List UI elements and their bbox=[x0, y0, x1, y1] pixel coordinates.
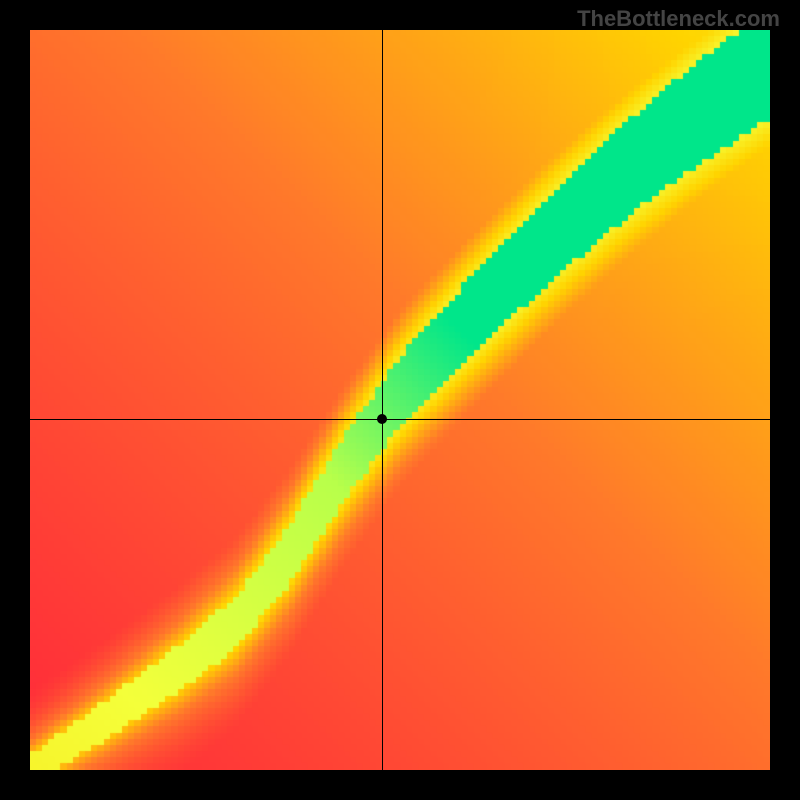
chart-container: TheBottleneck.com bbox=[0, 0, 800, 800]
crosshair-horizontal bbox=[30, 419, 770, 420]
crosshair-vertical bbox=[382, 30, 383, 770]
heatmap-plot bbox=[30, 30, 770, 770]
watermark-text: TheBottleneck.com bbox=[577, 6, 780, 32]
heatmap-canvas bbox=[30, 30, 770, 770]
marker-dot bbox=[377, 414, 387, 424]
